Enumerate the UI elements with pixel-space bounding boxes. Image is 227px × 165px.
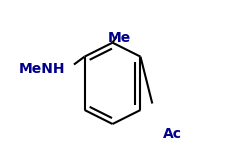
Text: MeNH: MeNH [19,62,66,76]
Text: Ac: Ac [163,127,182,141]
Text: Me: Me [107,31,131,45]
